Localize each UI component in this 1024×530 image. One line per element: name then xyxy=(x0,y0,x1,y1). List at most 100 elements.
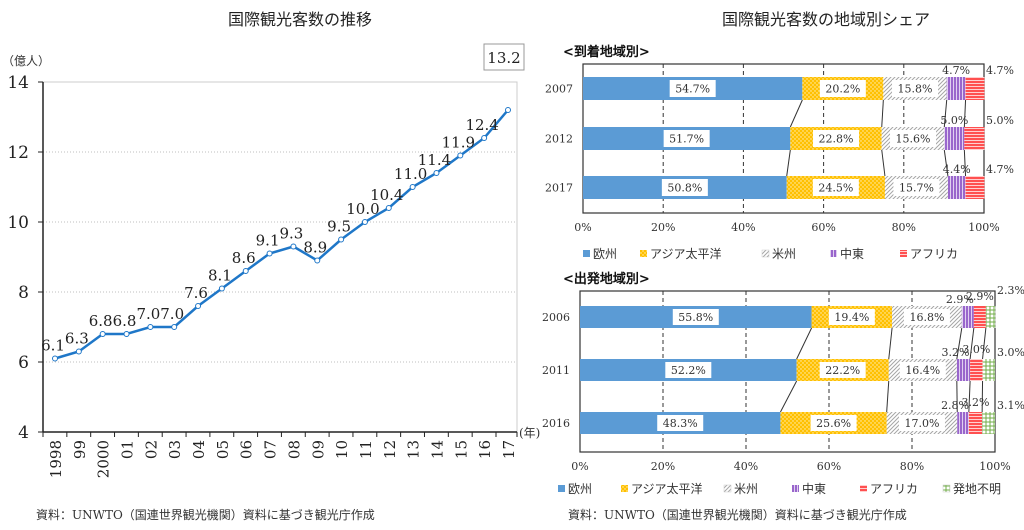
legend-label: アフリカ xyxy=(870,482,918,496)
data-point xyxy=(123,331,130,337)
data-point xyxy=(290,243,297,250)
legend-swatch xyxy=(860,485,867,492)
data-label: 7.0 xyxy=(136,305,160,323)
data-label: 52.2% xyxy=(671,364,706,377)
section-subtitle: <到着地域別> xyxy=(563,44,650,60)
data-label-bg xyxy=(892,80,939,97)
line-series xyxy=(54,109,509,360)
x-tick-label: 08 xyxy=(285,440,303,459)
bar-segment xyxy=(965,77,985,100)
legend-swatch xyxy=(640,250,647,257)
bar-segment xyxy=(964,127,985,150)
connector-line xyxy=(886,380,890,413)
data-label-bg xyxy=(669,80,716,97)
data-label-bg xyxy=(665,362,712,378)
connector-line xyxy=(968,380,971,413)
legend-label: アフリカ xyxy=(910,247,958,261)
x-tick-label: 40% xyxy=(734,460,758,473)
category-label: 2006 xyxy=(542,311,570,324)
data-label: 3.2% xyxy=(941,346,969,359)
y-axis-unit: （億人） xyxy=(2,54,50,68)
data-label: 4.7% xyxy=(942,64,970,77)
bar-segment xyxy=(944,127,965,150)
legend-swatch xyxy=(792,485,799,492)
legend-swatch xyxy=(583,250,590,257)
data-label: 8.9 xyxy=(303,239,327,257)
data-label: 55.8% xyxy=(678,311,713,324)
connector-line xyxy=(943,99,948,128)
bar-segment xyxy=(985,306,996,328)
data-point xyxy=(242,268,249,274)
data-point xyxy=(481,135,488,141)
x-tick-label: 03 xyxy=(166,440,184,459)
x-tick-label: 100% xyxy=(968,221,999,234)
data-label-bg xyxy=(812,179,859,196)
data-label: 2.3% xyxy=(997,284,1024,297)
x-tick-label: 0% xyxy=(574,221,591,234)
data-point xyxy=(338,236,345,243)
legend-swatch xyxy=(900,250,907,257)
x-tick-label: 06 xyxy=(238,440,256,459)
connector-line xyxy=(881,149,886,177)
bar-segment xyxy=(982,412,995,434)
data-label-bg xyxy=(819,362,866,378)
data-label-bg xyxy=(810,415,857,431)
data-label-bg xyxy=(898,415,945,431)
connector-line xyxy=(963,149,967,177)
legend-label: 中東 xyxy=(802,481,826,496)
line-chart-title: 国際観光客数の推移 xyxy=(228,10,372,29)
source-note-right: 資料：UNWTO（国連世界観光機関）資料に基づき観光庁作成 xyxy=(568,507,907,522)
x-tick-label: 13 xyxy=(405,440,423,459)
connector-line xyxy=(963,99,967,128)
data-label-bg xyxy=(828,309,875,325)
data-label: 48.3% xyxy=(663,417,698,430)
data-point xyxy=(218,285,225,292)
category-label: 2011 xyxy=(542,364,570,377)
data-label: 6.8 xyxy=(113,312,137,330)
y-tick-label: 14 xyxy=(7,73,29,93)
data-label-box xyxy=(483,43,525,71)
connector-line xyxy=(956,327,963,360)
legend-label: 欧州 xyxy=(568,482,592,496)
data-label: 5.0% xyxy=(940,114,968,127)
x-tick-label: 11 xyxy=(357,440,375,459)
x-tick-label: 16 xyxy=(476,440,494,459)
x-tick-label: 100% xyxy=(979,460,1010,473)
data-label-bg xyxy=(819,80,866,97)
connector-line xyxy=(881,99,884,128)
data-label: 5.0% xyxy=(986,114,1014,127)
data-point xyxy=(75,348,82,355)
data-label: 2.8% xyxy=(941,399,969,412)
connector-line xyxy=(789,99,803,128)
x-tick-label: 09 xyxy=(309,440,327,459)
data-label: 7.0 xyxy=(160,305,184,323)
data-label: 3.2% xyxy=(962,396,990,409)
x-tick-label: 12 xyxy=(381,440,399,459)
legend-swatch xyxy=(558,485,565,492)
data-label: 13.2 xyxy=(487,49,520,67)
category-label: 2017 xyxy=(545,182,573,195)
data-label: 15.8% xyxy=(898,83,933,96)
data-label: 2.9% xyxy=(966,290,994,303)
connector-line xyxy=(943,149,949,177)
data-label: 15.7% xyxy=(899,182,934,195)
data-label: 9.5 xyxy=(327,218,351,236)
data-point xyxy=(385,205,392,211)
category-label: 2016 xyxy=(542,417,570,430)
x-tick-label: 01 xyxy=(119,440,137,459)
y-tick-label: 10 xyxy=(7,213,29,233)
data-label: 51.7% xyxy=(669,133,704,146)
bar-segment xyxy=(946,77,966,100)
data-label: 16.4% xyxy=(905,364,940,377)
data-label: 11.0 xyxy=(394,165,427,183)
x-tick-label: 99 xyxy=(71,440,89,459)
data-label: 8.6 xyxy=(232,249,256,267)
data-label-bg xyxy=(899,362,946,378)
data-point xyxy=(266,250,273,257)
bar-segment xyxy=(982,359,995,381)
data-point xyxy=(409,184,416,190)
connector-line xyxy=(982,327,987,360)
connector-line xyxy=(786,149,791,177)
x-tick-label: 2000 xyxy=(95,440,113,478)
legend-label: 発地不明 xyxy=(953,482,1001,496)
